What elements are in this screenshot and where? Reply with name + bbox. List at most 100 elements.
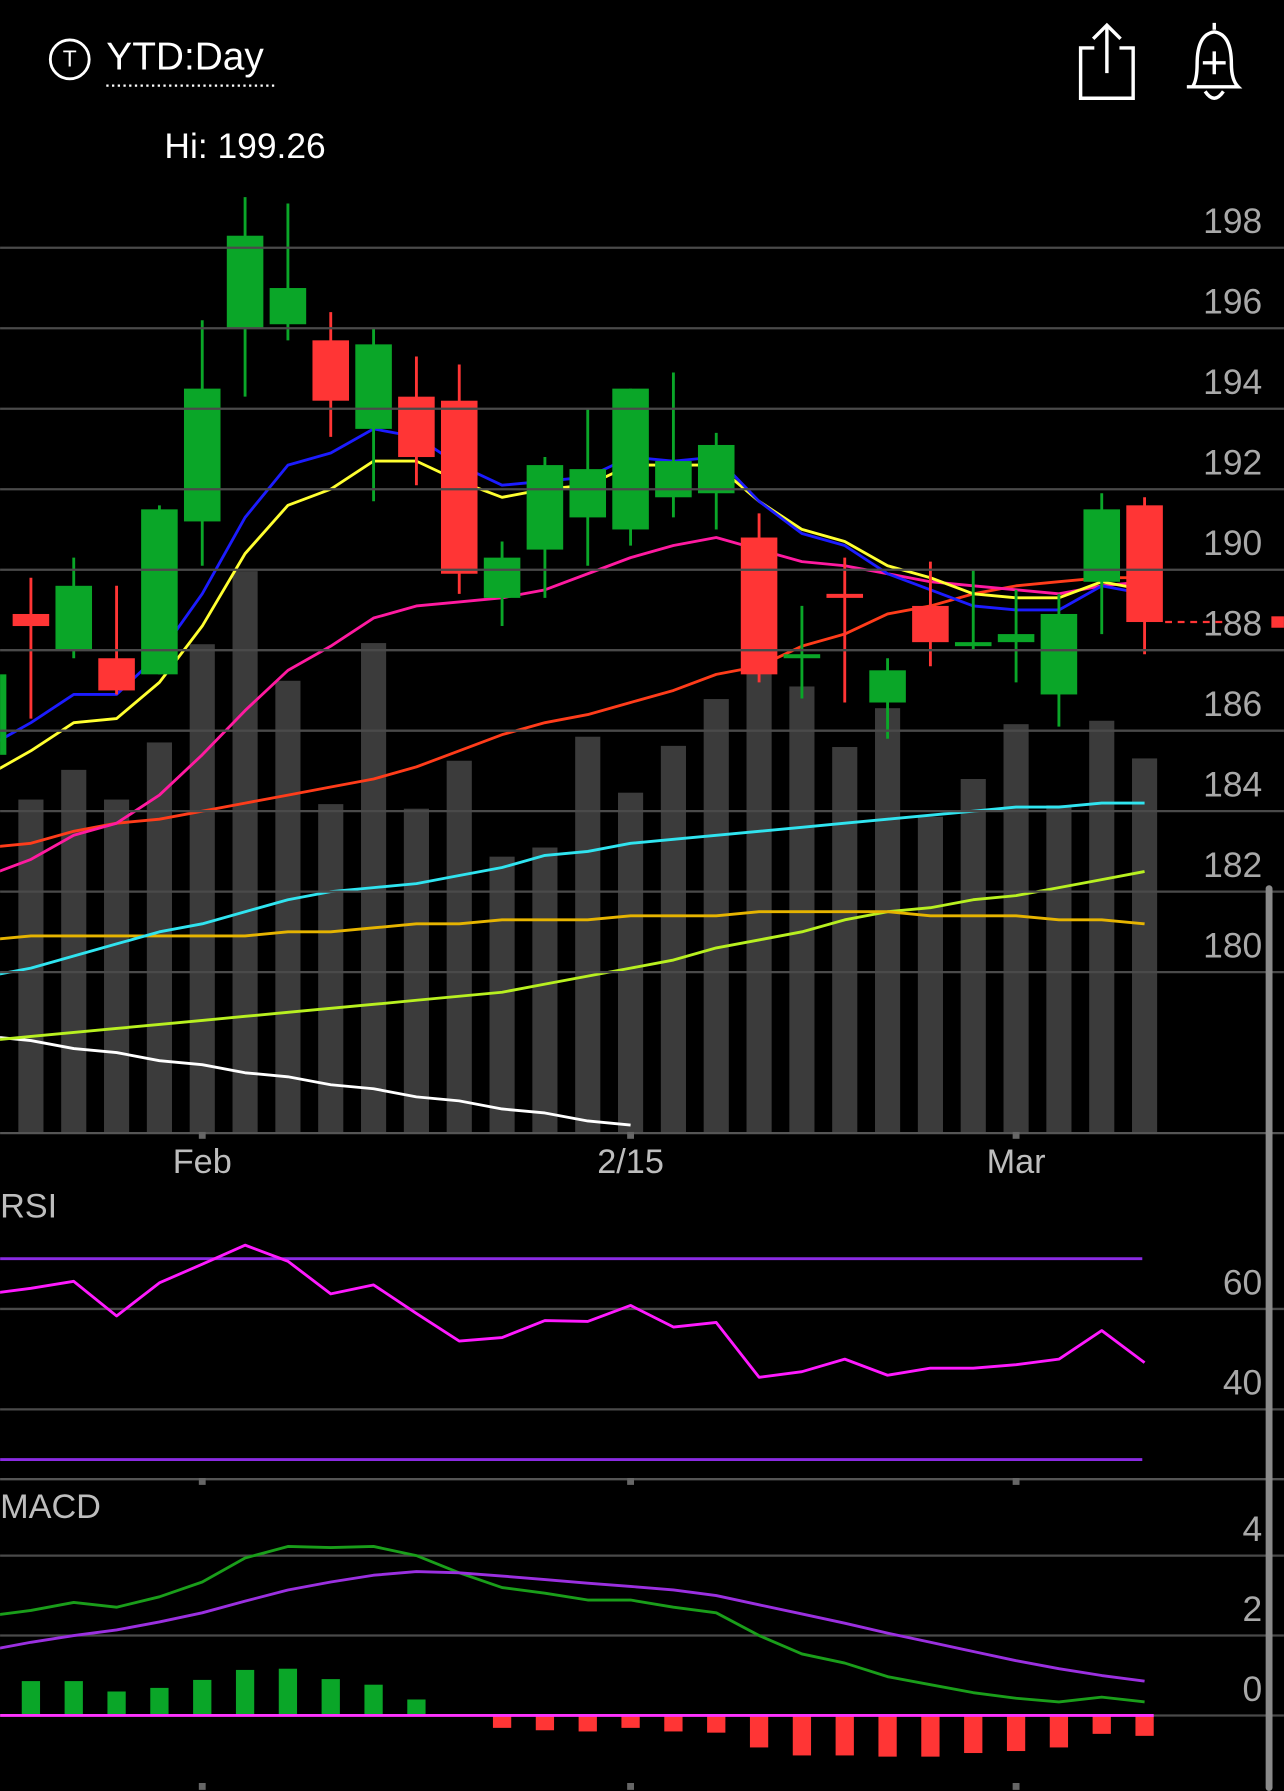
candle-body [12,613,50,627]
histogram-bar [664,1715,683,1732]
candle-body [655,461,692,498]
x-tick [627,1131,635,1139]
y-tick-label: 60 [1223,1262,1262,1302]
volume-bar [960,778,986,1134]
plot-area [0,1545,1154,1757]
candle-body [783,654,821,659]
volume-bar [660,745,686,1134]
share-button[interactable] [1078,22,1135,100]
y-tick-label: 188 [1203,604,1262,644]
volume-bar [746,673,772,1134]
scrollbar[interactable] [1265,885,1273,1791]
y-tick-label: 186 [1203,684,1262,724]
bell [1186,22,1243,100]
candle-body [826,593,864,598]
alert-button[interactable] [1186,22,1243,100]
candle-body [912,605,949,643]
indicator-line [0,1570,1145,1683]
histogram-bar [578,1715,597,1732]
y-tick-label: 190 [1203,523,1262,563]
histogram-bar [707,1715,726,1733]
histogram-bar [64,1681,83,1716]
candle-body [869,670,906,703]
y-tick-label: 196 [1203,282,1262,322]
histogram-bar [492,1715,512,1728]
candle-body [526,465,564,550]
y-tick-label: 40 [1223,1363,1262,1403]
x-tick [1012,1783,1020,1790]
x-tick [198,1478,206,1485]
candle-body [569,469,607,518]
x-tick [1012,1131,1020,1139]
y-tick-label: 194 [1203,362,1262,402]
moving-average-line [0,1036,631,1127]
candle-body [0,674,7,755]
candle-body [55,585,93,651]
volume-bar [875,708,901,1134]
y-tick-label: 4 [1243,1509,1263,1549]
volume-bar [789,686,815,1134]
volume-bar [1003,724,1029,1134]
histogram-bar [407,1699,426,1716]
y-tick-label: 198 [1203,201,1262,241]
histogram-bar [1135,1715,1154,1736]
x-tick-label: Feb [173,1143,232,1181]
x-tick [627,1478,635,1485]
volume-bar [318,804,344,1134]
candle-body [269,288,307,325]
moving-average-line [0,801,1145,976]
histogram-bar [535,1715,555,1731]
histogram-bar [107,1691,126,1716]
y-tick-label: 184 [1203,765,1262,805]
volume-bar [104,799,130,1134]
volume-bar [917,816,943,1134]
candle-body [226,235,264,329]
x-tick [198,1783,206,1790]
plot-area [0,1243,1146,1462]
histogram-bar [749,1715,769,1748]
y-tick-label: 2 [1243,1589,1263,1629]
moving-average-line [0,910,1145,941]
candle-body [612,388,649,530]
volume-bar [575,736,601,1134]
indicator-line [0,1545,1145,1704]
histogram-bar [321,1679,340,1716]
moving-average-line [0,576,1145,848]
histogram-bar [878,1715,897,1757]
y-tick-label: 192 [1203,443,1262,483]
histogram-bar [1049,1715,1069,1748]
candle-body [697,444,735,494]
histogram-bar [621,1715,640,1728]
ticker-icon [48,38,91,81]
moving-average-line [0,427,1145,742]
range-selector[interactable]: T YTD:Day [48,36,275,87]
candle-body [98,658,135,691]
candle-body [312,340,350,401]
volume-bar [403,808,429,1134]
volume-bar [61,769,87,1134]
volume-bar [232,571,258,1134]
histogram-bar [21,1681,41,1716]
histogram-bar [835,1715,854,1756]
candle-body [141,509,178,675]
x-tick-label: Mar [987,1143,1046,1181]
x-tick [1012,1478,1020,1485]
candle-body [1126,505,1163,623]
panel-title: RSI [0,1188,57,1226]
histogram-bar [1006,1715,1026,1752]
volume-bar [1132,758,1158,1134]
candle-body [183,388,221,522]
candle-body [1083,509,1121,582]
histogram-bar [193,1679,212,1716]
volume-bar [832,747,858,1134]
plot-area [0,197,1163,1134]
histogram-bar [364,1684,383,1716]
y-tick-label: 180 [1203,925,1262,965]
histogram-bar [921,1715,940,1757]
y-tick-label: 0 [1243,1669,1263,1709]
range-title: YTD:Day [106,36,264,79]
volume-bar [189,644,215,1134]
histogram-bar [792,1715,812,1756]
histogram-bar [235,1669,255,1716]
